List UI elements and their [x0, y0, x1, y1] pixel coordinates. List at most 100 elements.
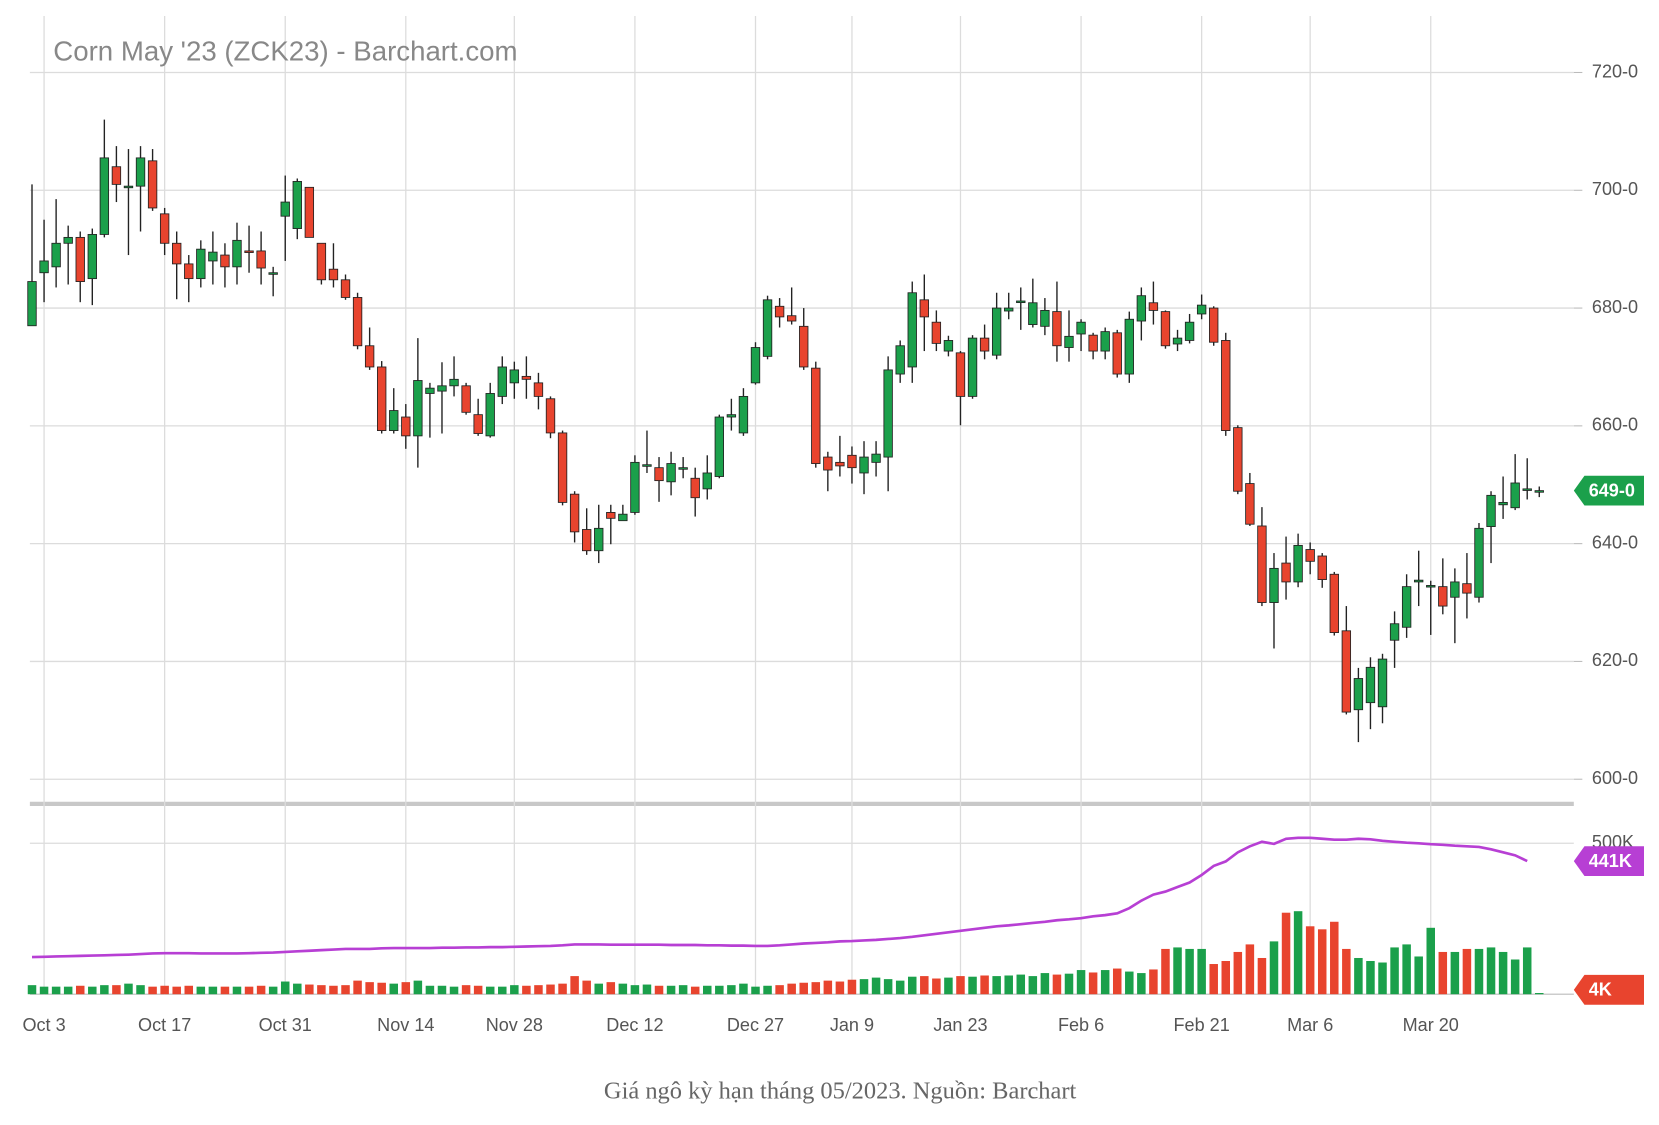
candle-body — [111, 166, 122, 185]
candle-body — [425, 387, 435, 394]
x-tick-label: Oct 17 — [138, 1015, 191, 1035]
volume-bar — [208, 986, 218, 995]
candle-body — [147, 160, 158, 209]
candle-body — [99, 157, 110, 235]
volume-bar — [678, 985, 688, 995]
candle-body — [63, 236, 73, 244]
volume-bar — [100, 985, 109, 995]
candle-body — [943, 340, 954, 352]
candle-body — [714, 416, 724, 477]
candle-body — [666, 463, 676, 483]
volume-bar — [1305, 926, 1315, 995]
candle-body — [389, 410, 399, 431]
candle-body — [1160, 311, 1171, 347]
candle-body — [726, 414, 737, 418]
volume-bar — [835, 981, 845, 995]
volume-bar — [305, 984, 314, 995]
volume-bar — [932, 978, 941, 995]
volume-bar — [534, 985, 543, 995]
candle-body — [1209, 307, 1219, 343]
volume-bar — [1221, 961, 1231, 995]
volume-bar — [956, 976, 965, 995]
volume-bar — [570, 976, 579, 995]
candle-body — [811, 367, 821, 464]
candle-body — [1076, 321, 1086, 335]
candle-body — [979, 337, 990, 352]
volume-bar — [498, 986, 507, 995]
last-price-tag: 649-0 — [1589, 480, 1635, 500]
volume-bar — [329, 985, 338, 995]
volume-bar — [1366, 961, 1375, 995]
candle-body — [280, 201, 290, 217]
volume-bar — [280, 981, 290, 995]
volume-bar — [196, 986, 206, 995]
volume-bar — [244, 986, 254, 995]
candle-body — [364, 345, 375, 368]
candle-body — [377, 366, 387, 431]
volume-bar — [1462, 948, 1472, 995]
volume-bar — [606, 982, 616, 995]
candle-body — [1233, 427, 1243, 492]
candle-body — [1534, 490, 1544, 493]
volume-bar — [160, 985, 169, 995]
candle-body — [1498, 501, 1508, 506]
candle-body — [232, 239, 242, 268]
candle-body — [497, 366, 507, 397]
volume-bar — [341, 985, 350, 995]
volume-bar — [425, 985, 435, 995]
volume-bar — [112, 985, 121, 995]
candle-body — [509, 369, 520, 384]
candle-body — [774, 305, 785, 318]
candle-body — [256, 250, 266, 269]
volume-bar — [666, 985, 676, 995]
volume-bar — [1233, 951, 1243, 995]
y-tick-label: 620-0 — [1592, 650, 1638, 670]
candle-body — [244, 250, 254, 253]
candle-body — [1486, 494, 1496, 527]
candle-body — [569, 493, 580, 533]
x-tick-label: Jan 23 — [933, 1015, 987, 1035]
candle-body — [1522, 488, 1532, 491]
candle-body — [1100, 331, 1110, 352]
volume-bar — [413, 980, 423, 995]
volume-bar — [775, 985, 784, 995]
volume-bar — [811, 982, 821, 995]
candle-body — [172, 242, 182, 265]
volume-bar — [389, 983, 399, 995]
candle-body — [1365, 666, 1376, 704]
candle-body — [1112, 332, 1122, 375]
candle-body — [123, 185, 134, 189]
candle-body — [1341, 630, 1352, 713]
volume-bar — [582, 980, 591, 995]
candle-body — [1052, 311, 1062, 347]
volume-bar — [968, 976, 977, 995]
volume-bar — [220, 986, 230, 995]
volume-bar — [1342, 948, 1351, 995]
volume-bar — [485, 986, 495, 995]
candle-body — [955, 352, 966, 397]
candle-body — [1450, 581, 1460, 598]
candle-body — [184, 263, 194, 280]
x-tick-label: Mar 6 — [1287, 1015, 1333, 1035]
volume-bar — [1486, 947, 1496, 995]
last-price-tag-bg — [1573, 475, 1645, 506]
volume-bar — [1510, 959, 1520, 995]
volume-bar — [799, 982, 808, 995]
candle-body — [931, 321, 942, 344]
candle-body — [895, 345, 905, 375]
volume-bar — [88, 986, 97, 995]
volume-bar — [1173, 947, 1182, 995]
volume-bar — [920, 976, 929, 995]
volume-bar — [594, 983, 603, 995]
volume-bar — [1028, 976, 1038, 995]
candle-body — [1124, 318, 1134, 375]
x-tick-label: Dec 27 — [727, 1015, 784, 1035]
candle-body — [1004, 307, 1014, 312]
volume-bar — [715, 985, 724, 995]
volume-bar — [1209, 964, 1218, 995]
y-tick-label: 600-0 — [1592, 768, 1638, 788]
volume-bar — [1330, 921, 1339, 995]
volume-bar — [1269, 941, 1279, 995]
open-interest-tag-bg — [1573, 846, 1645, 876]
